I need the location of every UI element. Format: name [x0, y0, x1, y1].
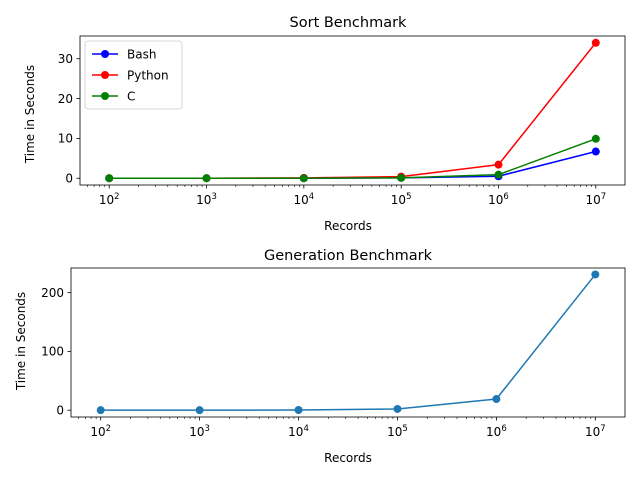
legend-marker — [101, 92, 109, 100]
y-tick-label: 100 — [41, 345, 64, 359]
plot-area-frame — [70, 267, 626, 418]
x-tick-label: 107 — [585, 424, 606, 439]
legend-marker — [101, 50, 109, 58]
x-axis-label: Records — [324, 219, 372, 233]
data-point — [591, 270, 600, 279]
y-tick-label: 10 — [58, 132, 73, 146]
data-point — [494, 160, 503, 169]
data-point — [105, 174, 114, 183]
x-tick-label: 104 — [288, 424, 309, 439]
series-line — [100, 273, 596, 411]
chart-title: Generation Benchmark — [264, 248, 433, 264]
x-tick-label: 106 — [488, 192, 509, 207]
x-tick-label: 104 — [293, 192, 314, 207]
data-point — [96, 406, 105, 415]
data-point — [294, 406, 303, 415]
x-tick-label: 102 — [99, 192, 120, 207]
x-tick-label: 105 — [387, 424, 408, 439]
sort-benchmark-chart: Sort Benchmark Records Time in Seconds 1… — [23, 15, 626, 233]
data-point — [591, 147, 600, 156]
y-tick-label: 0 — [65, 172, 73, 186]
legend: Bash Python C — [84, 40, 183, 110]
legend-label: C — [127, 89, 135, 103]
x-tick-label: 102 — [90, 424, 111, 439]
chart-title: Sort Benchmark — [290, 15, 408, 31]
data-point — [195, 406, 204, 415]
generation-benchmark-chart: Generation Benchmark Records Time in Sec… — [14, 248, 626, 465]
x-tick-label: 106 — [486, 424, 507, 439]
y-tick-label: 30 — [58, 52, 73, 66]
data-point — [492, 395, 501, 404]
y-tick-label: 0 — [56, 403, 64, 417]
data-point — [591, 38, 600, 47]
legend-item: Python — [92, 68, 169, 82]
x-tick-label: 103 — [189, 424, 210, 439]
legend-item: Bash — [92, 47, 156, 61]
x-tick-label: 103 — [196, 192, 217, 207]
data-point — [591, 134, 600, 143]
data-point — [397, 173, 406, 182]
data-point — [393, 404, 402, 413]
legend-label: Python — [127, 68, 169, 82]
x-tick-label: 105 — [391, 192, 412, 207]
legend-label: Bash — [127, 47, 156, 61]
legend-box — [84, 40, 183, 110]
legend-item: C — [92, 89, 135, 103]
data-point — [202, 174, 211, 183]
y-tick-label: 20 — [58, 92, 73, 106]
series-line — [109, 138, 597, 179]
x-axis-label: Records — [324, 451, 372, 465]
data-point — [494, 170, 503, 179]
y-axis-label: Time in Seconds — [14, 292, 28, 391]
x-tick-label: 107 — [585, 192, 606, 207]
data-point — [299, 174, 308, 183]
plot-area-frame — [79, 35, 626, 186]
y-axis-label: Time in Seconds — [23, 65, 37, 164]
y-tick-label: 200 — [41, 286, 64, 300]
legend-marker — [101, 71, 109, 79]
